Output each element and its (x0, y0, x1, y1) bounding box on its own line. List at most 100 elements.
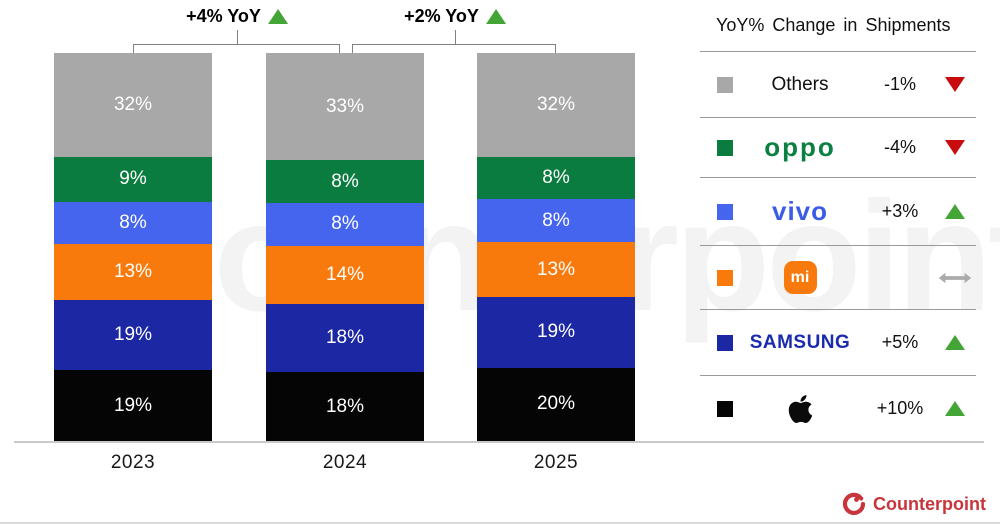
bar-column-2023: 32% 9% 8% 13% 19% 19% (54, 53, 212, 442)
up-triangle-icon (267, 9, 288, 24)
yoy-annotation-2023-2024: +4% YoY (186, 6, 288, 27)
bar-segment-oppo-2025: 8% (477, 156, 635, 200)
bar-segment-xiaomi-2024: 14% (266, 245, 424, 304)
segment-value-label: 8% (331, 170, 359, 192)
legend-change-xiaomi (868, 246, 932, 309)
segment-value-label: 19% (113, 394, 153, 416)
apple-logo-icon (788, 394, 812, 423)
segment-value-label: 18% (325, 327, 365, 349)
legend-trend-others (938, 52, 972, 117)
segment-value-label: 8% (542, 167, 570, 189)
down-triangle-icon (945, 77, 965, 92)
apple-logo (740, 376, 860, 441)
bar-segment-others-2025: 32% (477, 53, 635, 157)
legend-rows: Others -1% oppo -4% vivo +3% mi SAMSUNG +5% +10% (700, 52, 976, 441)
oppo-logo-text: oppo (764, 132, 836, 162)
xiaomi-logo: mi (740, 246, 860, 309)
legend-swatch-apple (717, 400, 733, 417)
bracket-tick (455, 30, 456, 45)
others-logo-text: Others (771, 73, 829, 95)
legend-trend-samsung (938, 310, 972, 375)
counterpoint-brand: Counterpoint (842, 492, 986, 516)
bracket-2024-2025 (352, 44, 556, 53)
yoy-annotation-label: +4% YoY (186, 6, 261, 26)
segment-value-label: 18% (325, 395, 365, 417)
legend-trend-xiaomi (938, 246, 972, 309)
up-triangle-icon (945, 204, 965, 219)
legend-change-others: -1% (883, 74, 916, 94)
bar-segment-others-2024: 33% (266, 53, 424, 161)
bar-segment-apple-2024: 18% (266, 372, 424, 441)
segment-value-label: 33% (325, 95, 365, 117)
up-triangle-icon (485, 9, 506, 24)
up-triangle-icon (945, 401, 965, 416)
legend-row-oppo: oppo -4% (700, 118, 976, 178)
vivo-logo-text: vivo (771, 196, 829, 226)
bracket-2023-2024 (133, 44, 340, 53)
oppo-logo: oppo (740, 118, 860, 177)
segment-value-label: 9% (119, 168, 147, 190)
counterpoint-brand-label: Counterpoint (873, 493, 986, 514)
x-tick-2023: 2023 (110, 452, 156, 473)
bar-segment-samsung-2025: 19% (477, 297, 635, 368)
segment-value-label: 32% (113, 93, 153, 115)
bracket-tick (237, 30, 238, 45)
segment-value-label: 8% (542, 209, 570, 231)
legend-title: YoY% Change in Shipments (700, 0, 976, 52)
legend-row-samsung: SAMSUNG +5% (700, 310, 976, 376)
legend-swatch-samsung (717, 334, 733, 351)
samsung-logo: SAMSUNG (740, 310, 860, 375)
x-tick-2024: 2024 (322, 452, 368, 473)
bar-segment-vivo-2023: 8% (54, 201, 212, 245)
segment-value-label: 8% (119, 212, 147, 234)
bar-segment-vivo-2025: 8% (477, 199, 635, 242)
bar-segment-oppo-2023: 9% (54, 156, 212, 202)
counterpoint-logo-icon (842, 492, 866, 515)
segment-value-label: 20% (536, 393, 576, 415)
legend-trend-oppo (938, 118, 972, 177)
legend-row-xiaomi: mi (700, 246, 976, 310)
legend-change-apple: +10% (876, 398, 924, 418)
yoy-annotation-label: +2% YoY (404, 6, 479, 26)
bar-segment-apple-2025: 20% (477, 367, 635, 442)
segment-value-label: 14% (325, 263, 365, 285)
legend-swatch-others (717, 76, 733, 93)
bar-segment-others-2023: 32% (54, 53, 212, 157)
yoy-annotation-2024-2025: +2% YoY (404, 6, 506, 27)
legend-swatch-oppo (717, 139, 733, 156)
bar-segment-xiaomi-2025: 13% (477, 241, 635, 298)
segment-value-label: 19% (113, 324, 153, 346)
segment-value-label: 19% (536, 321, 576, 343)
legend-trend-apple (938, 376, 972, 441)
legend-trend-vivo (938, 178, 972, 245)
bar-segment-samsung-2024: 18% (266, 303, 424, 373)
xiaomi-mi-logo: mi (783, 261, 817, 294)
legend-swatch-xiaomi (717, 269, 733, 286)
vivo-logo: vivo (740, 178, 860, 245)
flat-arrow-icon (938, 272, 972, 283)
legend-change-samsung: +5% (881, 332, 919, 352)
legend-row-vivo: vivo +3% (700, 178, 976, 246)
legend-change-oppo: -4% (883, 137, 916, 157)
bar-column-2025: 32% 8% 8% 13% 19% 20% (477, 53, 635, 442)
legend-row-others: Others -1% (700, 52, 976, 118)
x-axis-line (14, 441, 984, 443)
legend: YoY% Change in Shipments Others -1% oppo -4… (700, 0, 976, 441)
bar-segment-samsung-2023: 19% (54, 299, 212, 371)
bar-segment-xiaomi-2023: 13% (54, 244, 212, 300)
down-triangle-icon (945, 140, 965, 155)
x-tick-2025: 2025 (533, 452, 579, 473)
legend-change-vivo: +3% (881, 201, 919, 221)
samsung-logo-text: SAMSUNG (749, 331, 851, 353)
others-logo: Others (740, 52, 860, 117)
bar-segment-apple-2023: 19% (54, 370, 212, 442)
legend-row-apple: +10% (700, 376, 976, 441)
segment-value-label: 32% (536, 93, 576, 115)
bar-segment-vivo-2024: 8% (266, 203, 424, 246)
legend-swatch-vivo (717, 203, 733, 220)
segment-value-label: 13% (536, 258, 576, 280)
segment-value-label: 13% (113, 261, 153, 283)
bar-column-2024: 33% 8% 8% 14% 18% 18% (266, 53, 424, 441)
segment-value-label: 8% (331, 213, 359, 235)
